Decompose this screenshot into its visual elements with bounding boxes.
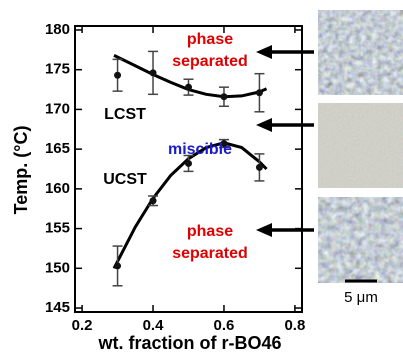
annotation: separated: [172, 53, 248, 70]
y-tick-label: 165: [45, 140, 70, 157]
data-point: [220, 93, 227, 100]
y-tick-label: 150: [45, 259, 70, 276]
y-tick-label: 175: [45, 61, 70, 78]
y-tick-label: 180: [45, 21, 70, 38]
y-tick-label: 155: [45, 220, 70, 237]
annotation: separated: [172, 245, 248, 262]
curve-label: LCST: [104, 106, 146, 123]
data-point: [185, 84, 192, 91]
micrograph: [318, 197, 403, 283]
y-tick-label: 170: [45, 100, 70, 117]
data-point: [114, 72, 121, 79]
micrograph: [318, 103, 403, 188]
curve-label: UCST: [103, 171, 147, 188]
data-point: [185, 160, 192, 167]
y-axis-label: Temp. (°C): [11, 126, 31, 215]
x-tick-label: 0.2: [72, 317, 93, 334]
figure: 5 μm wt. fraction of r-BO46 Temp. (°C) 1…: [0, 0, 403, 360]
x-tick-label: 0.8: [284, 317, 305, 334]
data-point: [256, 164, 263, 171]
x-tick-label: 0.6: [214, 317, 235, 334]
annotation: phase: [187, 31, 233, 48]
data-point: [256, 89, 263, 96]
arrows: [256, 45, 314, 237]
annotation: miscible: [168, 141, 232, 158]
data-point: [150, 197, 157, 204]
data-point: [150, 69, 157, 76]
y-tick-label: 160: [45, 180, 70, 197]
micrograph: [318, 10, 403, 95]
y-tick-label: 145: [45, 299, 70, 316]
annotation: phase: [187, 223, 233, 240]
data-point: [114, 262, 121, 269]
x-axis-label: wt. fraction of r-BO46: [97, 333, 281, 353]
scale-bar-label: 5 μm: [344, 289, 378, 306]
x-tick-label: 0.4: [143, 317, 165, 334]
